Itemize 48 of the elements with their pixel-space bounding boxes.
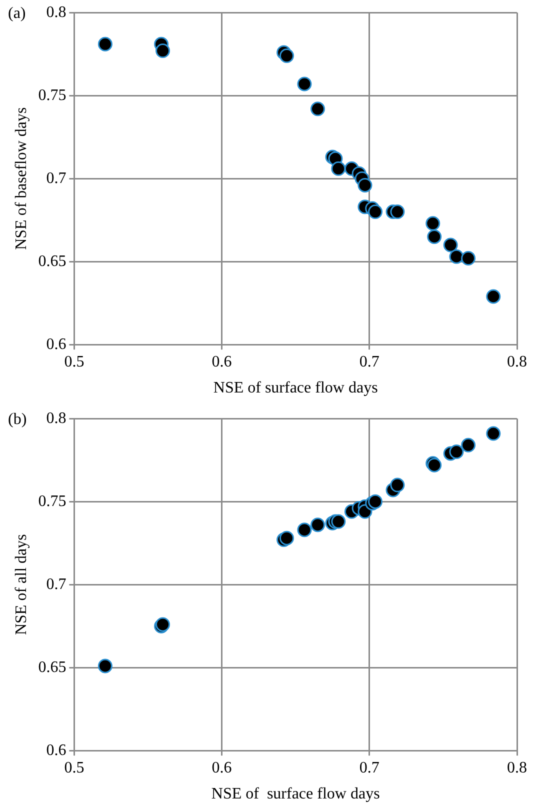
y-axis-title: NSE of all days xyxy=(12,534,30,636)
point xyxy=(486,289,501,304)
x-axis-title: NSE of surface flow days xyxy=(213,380,378,397)
point xyxy=(310,102,325,116)
text: (a) xyxy=(8,5,26,22)
x-tick-label: 0.8 xyxy=(507,353,527,370)
y-tick-label: 0.75 xyxy=(38,492,66,510)
x-tick-label: 0.7 xyxy=(359,759,380,776)
point xyxy=(390,204,405,220)
x-axis-title: NSE of surface flow days xyxy=(211,786,380,803)
text: (b) xyxy=(8,411,27,428)
point xyxy=(297,522,312,538)
y-tick-label: 0.7 xyxy=(46,576,66,593)
y-tick-label: 0.7 xyxy=(46,170,66,187)
point xyxy=(331,514,346,529)
point xyxy=(461,251,476,266)
y-tick-label: 0.8 xyxy=(46,410,66,427)
y-tick-label: 0.6 xyxy=(46,742,66,759)
point xyxy=(426,216,440,231)
x-tick-label: 0.8 xyxy=(507,759,527,776)
point xyxy=(461,438,476,452)
point xyxy=(390,478,405,492)
x-tick-label: 0.6 xyxy=(212,353,232,370)
point xyxy=(279,48,294,64)
point xyxy=(449,249,464,264)
point xyxy=(443,238,458,252)
point xyxy=(98,658,112,674)
x-tick-label: 0.5 xyxy=(64,759,84,776)
point xyxy=(358,178,372,192)
y-tick-label: 0.75 xyxy=(38,86,66,104)
point xyxy=(368,204,383,220)
point xyxy=(310,518,325,532)
point xyxy=(449,444,464,460)
x-tick-label: 0.7 xyxy=(359,353,380,370)
point xyxy=(427,229,442,244)
point xyxy=(297,76,312,92)
y-tick-label: 0.65 xyxy=(38,658,66,676)
point xyxy=(331,161,346,176)
y-tick-label: 0.6 xyxy=(46,336,66,353)
point xyxy=(156,44,170,58)
y-tick-label: 0.8 xyxy=(46,4,66,21)
x-tick-label: 0.6 xyxy=(212,759,232,776)
point xyxy=(98,36,112,52)
y-axis-title: NSE of baseflow days xyxy=(12,107,30,250)
point xyxy=(486,426,501,441)
y-tick-label: 0.65 xyxy=(38,252,66,270)
x-tick-label: 0.5 xyxy=(64,353,84,370)
point xyxy=(368,494,383,509)
